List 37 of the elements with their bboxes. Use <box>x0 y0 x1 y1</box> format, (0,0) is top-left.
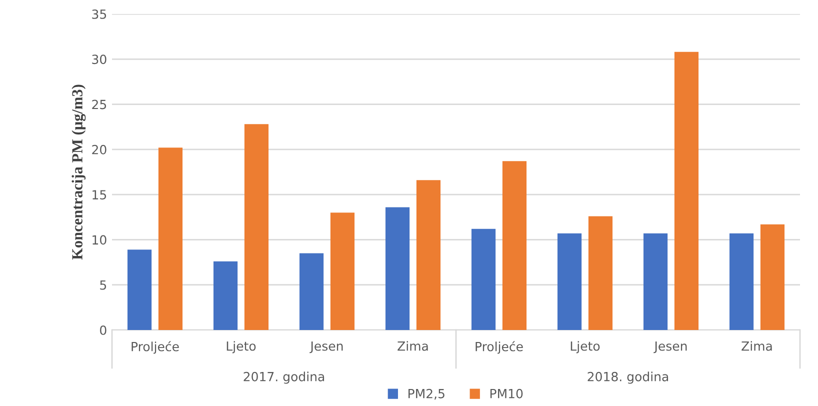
x-tick-label: Ljeto <box>226 341 256 354</box>
x-tick-label: Proljeće <box>132 341 179 354</box>
x-tick-label: Jesen <box>310 341 343 354</box>
y-tick-label: 25 <box>92 100 106 110</box>
legend-label: PM2,5 <box>408 388 444 400</box>
y-tick-label: 35 <box>92 9 106 19</box>
y-tick-label: 20 <box>92 144 106 154</box>
y-tick-label: 30 <box>92 54 106 64</box>
bar <box>244 124 269 330</box>
text: 2017. godina <box>244 372 324 384</box>
bar <box>588 216 613 330</box>
y-tick-label: 0 <box>100 325 106 335</box>
bar <box>471 228 496 330</box>
x-tick-label: Jesen <box>654 341 687 354</box>
x-tick-label: Proljeće <box>476 341 523 354</box>
bar <box>557 233 582 330</box>
bar <box>416 180 441 330</box>
y-tick-label: 5 <box>100 280 106 290</box>
bar <box>127 250 152 330</box>
bar <box>674 52 699 330</box>
bar <box>729 233 754 330</box>
bar <box>760 224 785 330</box>
x-tick-label: Zima <box>742 341 772 351</box>
y-axis-title: Koncentracija PM (μg/m3) <box>72 84 86 260</box>
legend-label: PM10 <box>490 388 523 398</box>
x-tick-label: Zima <box>398 341 428 351</box>
bar <box>330 212 355 330</box>
bar <box>643 233 668 330</box>
bar <box>158 148 183 330</box>
text: 2018. godina <box>588 372 668 384</box>
y-tick-label: 10 <box>92 235 106 245</box>
bar <box>385 207 410 330</box>
x-tick-label: Ljeto <box>570 341 600 354</box>
y-tick-label: 15 <box>92 190 106 200</box>
bar <box>299 253 324 330</box>
bar <box>502 161 527 330</box>
bar <box>213 261 238 330</box>
